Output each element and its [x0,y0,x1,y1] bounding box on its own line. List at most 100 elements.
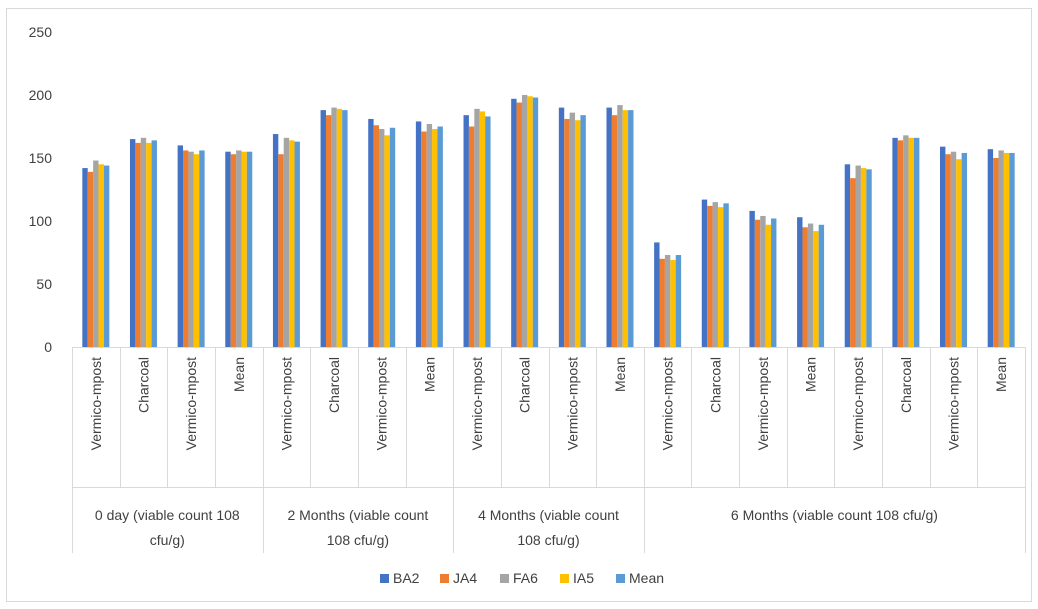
bar-ba2 [225,151,231,347]
group-label: 2 Months (viable count [287,507,428,523]
category-label: Vermico-mpost [88,357,104,450]
bar-ja4 [850,178,856,347]
bar-ia5 [146,142,152,347]
bar-mean [628,110,634,348]
legend-swatch-ba2 [380,574,389,583]
category-label: Charcoal [136,357,152,413]
bar-ja4 [707,205,713,347]
bar-ba2 [940,146,946,347]
group-label-line2: cfu/g) [150,532,185,548]
category-label: Vermico-mpost [660,357,676,450]
bar-mean [675,255,682,347]
bar-ia5 [193,154,200,347]
bar-ba2 [320,110,326,348]
bar-ja4 [945,154,951,347]
category-label: Mean [612,357,628,392]
bar-fa6 [617,105,623,347]
group-label: 4 Months (viable count [478,507,619,523]
bar-mean [437,126,443,347]
category-label: Vermico-mpost [469,357,485,450]
bar-mean [771,218,777,347]
group-label-line2: 108 cfu/g) [517,532,579,548]
bar-mean [1009,152,1015,347]
bar-mean [103,165,110,347]
bar-ia5 [1003,152,1010,347]
bar-ia5 [670,260,676,347]
category-label: Charcoal [326,357,342,413]
bar-ia5 [813,231,819,347]
bar-fa6 [855,165,861,347]
y-tick-label: 150 [29,150,53,166]
bar-ia5 [956,159,962,347]
bar-mean [818,224,825,347]
chart-frame [6,8,1032,602]
bar-ja4 [278,154,284,347]
bar-fa6 [236,150,242,347]
bar-fa6 [379,129,385,347]
category-label: Vermico-mpost [946,357,962,450]
bar-ia5 [98,164,104,347]
group-label: 6 Months (viable count 108 cfu/g) [731,507,938,523]
category-label: Mean [993,357,1009,392]
bar-ia5 [384,135,390,347]
bar-ia5 [432,129,438,347]
bar-mean [246,151,253,347]
bar-ia5 [527,96,533,347]
bar-ia5 [575,120,581,347]
y-tick-label: 50 [36,276,52,292]
bar-mean [866,169,872,347]
bars-layer [82,95,1015,348]
bar-fa6 [760,215,766,347]
bar-ja4 [659,258,665,347]
bar-fa6 [474,108,480,347]
legend-label-ba2: BA2 [393,570,420,586]
legend-label-ia5: IA5 [573,570,594,586]
bar-ja4 [897,140,904,347]
bar-ba2 [797,217,803,347]
bar-ba2 [129,139,136,347]
legend-label-ja4: JA4 [453,570,477,586]
bar-ia5 [336,108,343,347]
bar-fa6 [521,95,528,347]
bar-ja4 [325,115,332,347]
bar-fa6 [331,107,337,347]
bar-ja4 [564,118,570,347]
y-tick-label: 0 [44,339,52,355]
bar-mean [913,137,920,347]
bar-mean [389,127,396,347]
bar-ba2 [463,115,469,347]
bar-ja4 [135,142,141,347]
bar-ba2 [177,145,184,347]
bar-ja4 [183,150,189,347]
bar-fa6 [664,255,671,347]
bar-mean [580,115,586,347]
bar-ja4 [468,126,475,347]
bar-ba2 [368,118,374,347]
bar-ba2 [987,149,994,347]
bar-mean [723,203,729,347]
category-label: Vermico-mpost [850,357,866,450]
bar-ja4 [421,131,427,347]
category-label: Vermico-mpost [755,357,771,450]
bar-fa6 [283,137,290,347]
category-label: Vermico-mpost [374,357,390,450]
bar-ba2 [415,121,422,348]
bar-fa6 [807,223,814,347]
category-label: Mean [231,357,247,392]
bar-mean [485,116,491,347]
legend-swatch-fa6 [500,574,509,583]
category-label: Charcoal [898,357,914,413]
bar-fa6 [426,123,433,347]
bar-mean [961,152,968,347]
legend-swatch-ia5 [560,574,569,583]
bar-ba2 [82,168,88,347]
category-label: Mean [421,357,437,392]
group-label-line2: 108 cfu/g) [327,532,389,548]
bar-ia5 [717,207,724,347]
bar-ba2 [272,134,279,347]
legend-label-mean: Mean [629,570,664,586]
legend: BA2 JA4 FA6 IA5 Mean [380,570,664,586]
labels-layer: Vermico-mpost Charcoal Vermico-mpost Mean Ve… [88,357,1009,548]
category-label: Charcoal [517,357,533,413]
bar-ba2 [606,107,612,347]
